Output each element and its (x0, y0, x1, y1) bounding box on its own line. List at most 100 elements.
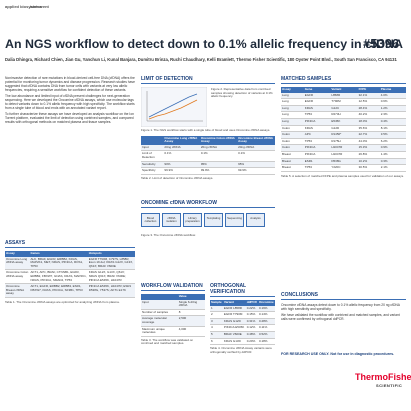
cell: 0.19% (257, 305, 275, 313)
cell: R1450* (330, 131, 358, 139)
cell: 0.48% (245, 331, 258, 339)
workflow: ONCOMINE cfDNA WORKFLOW Blood collection… (141, 200, 275, 238)
cell: ESR1 (303, 158, 331, 166)
row: Sensitivity 90% 95% 95% (141, 161, 275, 169)
header-cell: Gene (303, 87, 331, 93)
cell: 0.1% (163, 150, 200, 162)
header-cell: Sample (210, 300, 223, 306)
cell: 99.9% (199, 167, 238, 175)
authors: Dalia Dhingra, Richard Chien, Jian Gu, Y… (5, 57, 397, 62)
header-cell: Plasma (379, 87, 406, 93)
cell: EGFR (303, 98, 331, 106)
cell: KRAS (303, 105, 331, 113)
cell: Colon (281, 125, 304, 133)
paragraph: Oncomine cfDNA assays detect down to 0.1… (281, 303, 400, 311)
row: Colon APC R1450* 22.7% 3.5% (281, 131, 406, 139)
cell: PIK3CA (303, 151, 331, 159)
workflow-step: cfDNA isolation (162, 213, 181, 227)
validation: WORKFLOW VALIDATION Value Input Single 6-2… (141, 283, 205, 346)
row: 2 EGFR T790M 0.15% 0.14% (210, 311, 275, 319)
workflow-step: Analysis (246, 213, 265, 227)
heading: MATCHED SAMPLES (281, 76, 406, 84)
ruo: FOR RESEARCH USE ONLY. Not for use in di… (281, 352, 395, 356)
row: Specificity 99.9% 99.9% 99.9% (141, 167, 275, 175)
row: Colon TP53 R175H 44.0% 6.2% (281, 138, 406, 146)
cell: ALK, BRAF, EGFR, ERBB2, KRAS, MAP2K1, ME… (29, 256, 88, 271)
cell: Breast (281, 164, 304, 172)
table: Value Input Single 6-20ng cfDNA Number of s… (141, 294, 205, 337)
cell: BRAF V600E (222, 331, 246, 339)
cell: AKT1, APC, BRAF, CTNNB1, EGFR, ERBB2, FB… (29, 269, 88, 285)
row: Colon PIK3CA H1047R 15.3% 0.9% (281, 144, 406, 152)
row: Breast PIK3CA H1047R 26.8% 1.4% (281, 151, 406, 159)
table: Assay Gene Variant FFPE Plasma Lung EGFR L858R 3… (281, 87, 406, 172)
cell: 20ng cfDNA (199, 144, 238, 152)
header-cell: ddPCR (245, 300, 258, 306)
cell: G12D (330, 125, 358, 133)
caption: Figure 3. The Oncomine cfDNA workflow. (141, 233, 196, 237)
cell: 6 (210, 338, 223, 346)
row: Oncomine Lung cfDNA assay ALK, BRAF, EGFR… (5, 256, 135, 271)
cell: 0.22% (245, 305, 258, 313)
header-cell: Oncomine Colon cfDNA Assay (199, 135, 238, 145)
logo-sub: SCIENTIFIC (376, 383, 403, 388)
cell: TP53 (303, 111, 331, 119)
cell: 1.4% (379, 151, 406, 159)
cell: 2 (210, 311, 223, 319)
cell: Lung (281, 105, 304, 113)
cell: 1.2% (379, 105, 406, 113)
row: Breast ESR1 D538G 10.2% 0.3% (281, 158, 406, 166)
header-cell: Assay (281, 87, 304, 93)
paragraph: Noninvasive detection of rare mutations … (5, 76, 135, 92)
cell: 3 (210, 318, 223, 326)
cell: 0.31% (245, 318, 258, 326)
header-cell: Variant (330, 87, 358, 93)
cell: 95% (237, 161, 275, 169)
header-cell: Oncomine Breast cfDNA Assay (237, 135, 275, 145)
cell: Sensitivity (141, 161, 164, 169)
cell: 4.0% (379, 92, 406, 100)
row: Maximum unique molecules 4,000 (141, 326, 205, 337)
header-row: Value (141, 294, 205, 300)
table-wrap: Assay Genes Hotspots Oncomine Lung cfDNA as… (5, 251, 135, 298)
row: 4 PIK3CA E545K 0.12% 0.11% (210, 324, 275, 332)
row: Colon KRAS G12D 35.6% 8.1% (281, 125, 406, 133)
header-row: Sample Variant ddPCR Oncomine (210, 300, 275, 306)
cell: 0.4% (379, 118, 406, 126)
cell: Oncomine Colon cfDNA assay (5, 269, 30, 285)
caption: Table 1. The Oncomine cfDNA assays are o… (5, 299, 120, 304)
cell: E545K (330, 118, 358, 126)
header-cell: FFPE (357, 87, 380, 93)
cell: PIK3CA (303, 118, 331, 126)
cell: Lung (281, 118, 304, 126)
cell: 40.2% (357, 111, 380, 119)
cell: 0.3% (379, 158, 406, 166)
cell: 0.15% (245, 311, 258, 319)
row: Lung KRAS G12C 28.4% 1.2% (281, 105, 406, 113)
cell: Maximum unique molecules (141, 326, 178, 337)
row: Input 20ng cfDNA 20ng cfDNA 20ng cfDNA (141, 144, 275, 152)
cell: 3.5% (379, 131, 406, 139)
figure (141, 87, 207, 127)
header-cell: Hotspots (87, 251, 135, 257)
paragraph: The low abundance and limited input of c… (5, 94, 135, 110)
cell: 0.20% (245, 338, 258, 346)
cell: 0.52% (257, 331, 275, 339)
cell: G12C (330, 105, 358, 113)
cell: Oncomine Breast cfDNA assay (5, 283, 30, 298)
cell: APC (303, 131, 331, 139)
caption: Figure 1. The NGS workflow starts with a… (141, 128, 271, 132)
cell: PIK3CA E545K (222, 324, 246, 332)
header-cell: Assay (5, 251, 30, 257)
cell: 22.7% (357, 131, 380, 139)
row: Lung PIK3CA E545K 18.0% 0.4% (281, 118, 406, 126)
header-cell (141, 135, 164, 145)
heading: ASSAYS (5, 240, 135, 248)
table: Oncomine Lung cfDNA Assay Oncomine Colon … (141, 135, 275, 175)
cell: Average molecular coverage (141, 315, 178, 327)
table: Sample Variant ddPCR Oncomine 1 EGFR L858R 0.2… (210, 300, 275, 346)
cell: TP53 (303, 138, 331, 146)
row: Oncomine Colon cfDNA assay AKT1, APC, BRA… (5, 269, 135, 285)
cell: T790M (330, 98, 358, 106)
row: Input Single 6-20ng cfDNA (141, 299, 205, 310)
